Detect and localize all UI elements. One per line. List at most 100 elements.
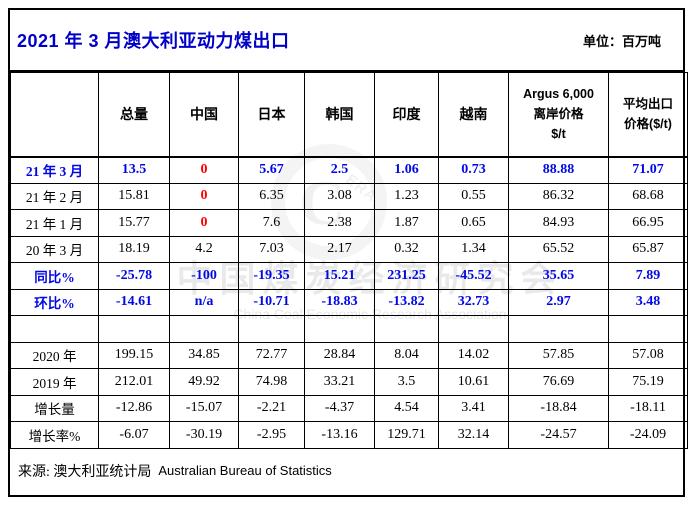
row-label: 21 年 3 月	[10, 156, 99, 184]
column-header: 韩国	[304, 72, 375, 158]
data-cell: -25.78	[98, 262, 170, 290]
page-title: 2021 年 3 月澳大利亚动力煤出口	[17, 31, 290, 51]
table-row: 增长率% -6.07 -30.19 -2.95 -13.16 129.71 32.14 -24…	[10, 421, 688, 449]
data-cell: 49.92	[169, 368, 239, 396]
data-cell: -18.11	[608, 394, 688, 422]
column-header: Argus 6,000 离岸价格 $/t	[508, 72, 609, 158]
data-cell: 15.21	[304, 262, 375, 290]
data-cell: 74.98	[238, 368, 305, 396]
data-cell: 65.52	[508, 235, 609, 263]
data-cell: 72.77	[238, 341, 305, 369]
data-cell: 1.23	[374, 182, 439, 210]
data-cell: 88.88	[508, 156, 609, 184]
data-cell: 6.35	[238, 182, 305, 210]
coal-export-table: 总量 中国 日本 韩国 印度 越南 Argus 6,000 离岸价格 $/t 平均出口 价格($/t…	[10, 72, 688, 449]
data-cell: 76.69	[508, 368, 609, 396]
data-cell: 57.85	[508, 341, 609, 369]
data-cell: 32.14	[438, 421, 509, 449]
source-note: 来源: 澳大利亚统计局 Australian Bureau of Statist…	[10, 449, 683, 493]
data-cell: 10.61	[438, 368, 509, 396]
data-cell: 35.65	[508, 262, 609, 290]
table-row: 同比% -25.78 -100 -19.35 15.21 231.25 -45.52 35.6…	[10, 262, 688, 290]
data-cell: -18.83	[304, 288, 375, 316]
row-label: 环比%	[10, 288, 99, 316]
data-cell: -15.07	[169, 394, 239, 422]
data-cell: n/a	[169, 288, 239, 316]
data-cell: 13.5	[98, 156, 170, 184]
data-cell: 86.32	[508, 182, 609, 210]
data-cell: 18.19	[98, 235, 170, 263]
data-cell: -14.61	[98, 288, 170, 316]
title-bar: 2021 年 3 月澳大利亚动力煤出口 单位：百万吨	[10, 10, 683, 72]
row-label: 2019 年	[10, 368, 99, 396]
header-row: 总量 中国 日本 韩国 印度 越南 Argus 6,000 离岸价格 $/t 平均出口 价格($/t…	[10, 72, 688, 158]
table-row: 环比% -14.61 n/a -10.71 -18.83 -13.82 32.73 2.97 3…	[10, 288, 688, 316]
data-cell: 5.67	[238, 156, 305, 184]
data-cell: 1.34	[438, 235, 509, 263]
data-cell: 32.73	[438, 288, 509, 316]
data-cell: 57.08	[608, 341, 688, 369]
column-header: 越南	[438, 72, 509, 158]
data-cell: -2.95	[238, 421, 305, 449]
data-cell: 3.08	[304, 182, 375, 210]
data-cell: 0	[169, 209, 239, 237]
data-cell: 2.38	[304, 209, 375, 237]
source-text-en: Australian Bureau of Statistics	[158, 463, 332, 478]
data-cell: -4.37	[304, 394, 375, 422]
data-cell: -19.35	[238, 262, 305, 290]
table-row: 2019 年 212.01 49.92 74.98 33.21 3.5 10.61 76.69…	[10, 368, 688, 396]
data-cell: -45.52	[438, 262, 509, 290]
data-cell: 66.95	[608, 209, 688, 237]
column-header: 日本	[238, 72, 305, 158]
data-cell: 68.68	[608, 182, 688, 210]
data-cell: 0.73	[438, 156, 509, 184]
row-label: 2020 年	[10, 341, 99, 369]
data-cell: 212.01	[98, 368, 170, 396]
data-cell	[508, 315, 609, 343]
data-cell: 2.17	[304, 235, 375, 263]
data-cell: -18.84	[508, 394, 609, 422]
data-cell: 7.6	[238, 209, 305, 237]
data-cell: 28.84	[304, 341, 375, 369]
data-cell: 199.15	[98, 341, 170, 369]
data-cell: 65.87	[608, 235, 688, 263]
data-cell: -30.19	[169, 421, 239, 449]
data-cell: -6.07	[98, 421, 170, 449]
data-cell	[374, 315, 439, 343]
data-cell: 1.06	[374, 156, 439, 184]
data-cell	[304, 315, 375, 343]
row-label: 增长率%	[10, 421, 99, 449]
data-cell: 129.71	[374, 421, 439, 449]
data-cell: 84.93	[508, 209, 609, 237]
data-cell: 3.41	[438, 394, 509, 422]
column-header: 印度	[374, 72, 439, 158]
data-cell: -24.57	[508, 421, 609, 449]
data-cell: 7.03	[238, 235, 305, 263]
data-cell: 3.48	[608, 288, 688, 316]
column-header: 平均出口 价格($/t)	[608, 72, 688, 158]
data-cell: 0.65	[438, 209, 509, 237]
data-cell: 4.54	[374, 394, 439, 422]
data-cell: 3.5	[374, 368, 439, 396]
data-cell	[169, 315, 239, 343]
row-label: 同比%	[10, 262, 99, 290]
data-cell	[98, 315, 170, 343]
row-label: 21 年 2 月	[10, 182, 99, 210]
data-cell: 7.89	[608, 262, 688, 290]
data-cell: -24.09	[608, 421, 688, 449]
table-header: 总量 中国 日本 韩国 印度 越南 Argus 6,000 离岸价格 $/t 平均出口 价格($/t…	[10, 72, 688, 158]
column-header: 中国	[169, 72, 239, 158]
row-label	[10, 315, 99, 343]
table-row: 2020 年 199.15 34.85 72.77 28.84 8.04 14.02 57.8…	[10, 341, 688, 369]
table-body: 21 年 3 月 13.5 0 5.67 2.5 1.06 0.73 88.88 71.07 21…	[10, 156, 688, 449]
corner-cell	[10, 72, 99, 158]
table-row: 20 年 3 月 18.19 4.2 7.03 2.17 0.32 1.34 65.52 65.…	[10, 235, 688, 263]
data-cell: 0	[169, 156, 239, 184]
data-cell: -13.16	[304, 421, 375, 449]
data-cell: -100	[169, 262, 239, 290]
document-table-frame: C ERA 中国煤炭经济研究会 China Coal Economic Rese…	[8, 8, 688, 497]
data-cell	[238, 315, 305, 343]
data-cell: 4.2	[169, 235, 239, 263]
data-cell: 75.19	[608, 368, 688, 396]
row-label: 21 年 1 月	[10, 209, 99, 237]
